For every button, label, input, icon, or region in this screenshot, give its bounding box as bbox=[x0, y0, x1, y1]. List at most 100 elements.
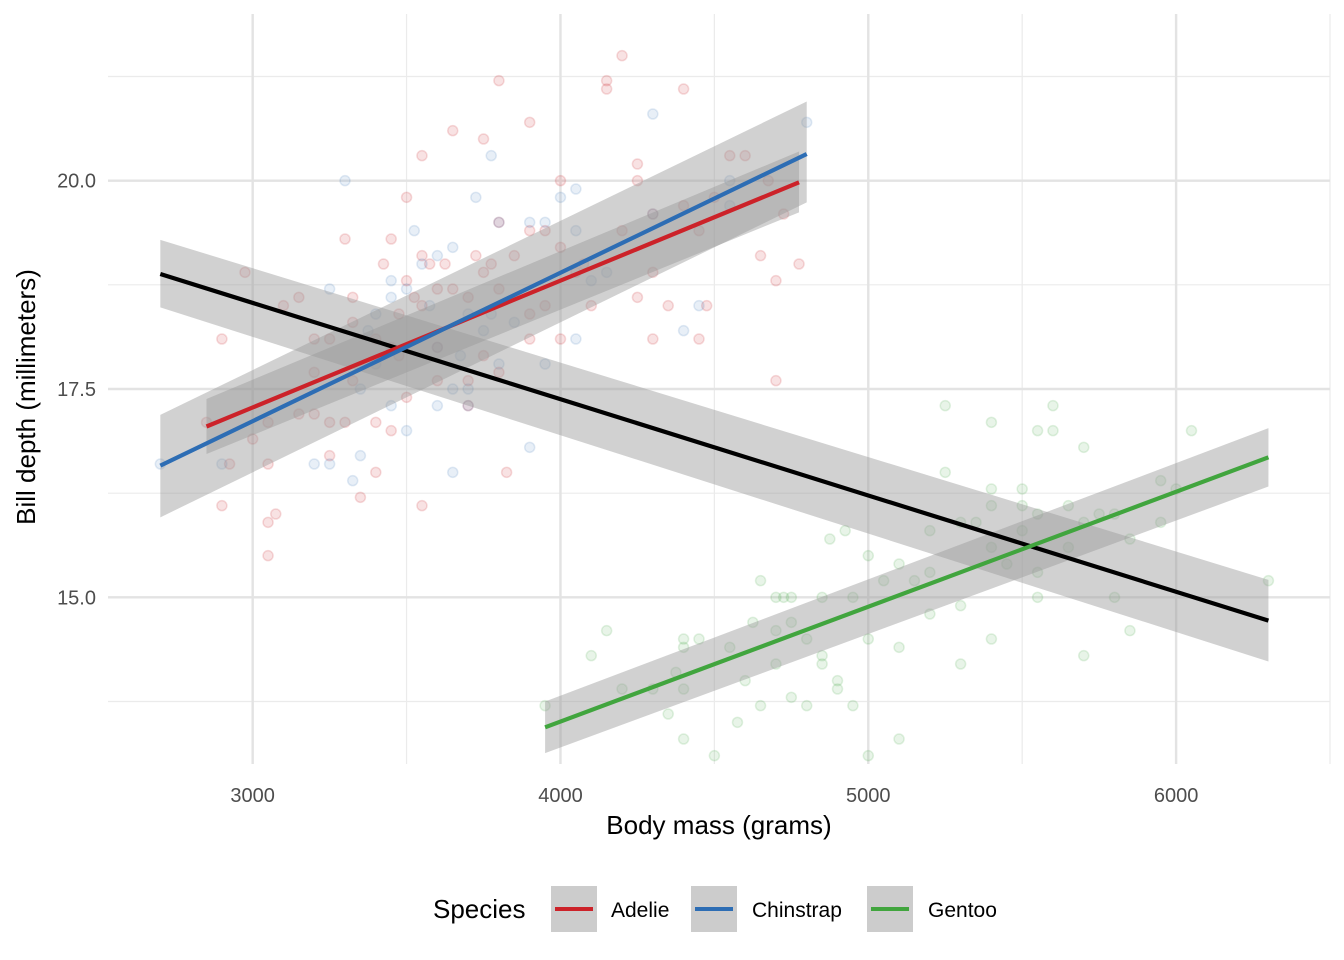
point-chinstrap bbox=[600, 266, 613, 279]
point-chinstrap bbox=[446, 383, 459, 395]
point-chinstrap bbox=[647, 208, 659, 220]
point-adelie bbox=[616, 49, 628, 62]
point-gentoo bbox=[539, 699, 551, 712]
point-adelie bbox=[408, 291, 421, 304]
point-adelie bbox=[346, 316, 359, 329]
point-chinstrap bbox=[400, 283, 413, 295]
legend-item-adelie: Adelie bbox=[551, 886, 669, 932]
point-gentoo bbox=[785, 691, 798, 704]
point-chinstrap bbox=[462, 399, 474, 412]
point-adelie bbox=[216, 499, 228, 512]
point-chinstrap bbox=[647, 108, 659, 120]
point-gentoo bbox=[1016, 483, 1028, 495]
point-adelie bbox=[793, 258, 805, 270]
point-gentoo bbox=[1031, 591, 1044, 604]
point-adelie bbox=[270, 508, 282, 520]
point-gentoo bbox=[824, 533, 836, 545]
legend-label-adelie: Adelie bbox=[611, 899, 669, 922]
point-gentoo bbox=[777, 591, 790, 604]
point-gentoo bbox=[1001, 558, 1013, 570]
point-chinstrap bbox=[216, 458, 228, 470]
point-chinstrap bbox=[431, 249, 444, 262]
point-chinstrap bbox=[446, 466, 459, 479]
point-adelie bbox=[416, 299, 428, 312]
point-adelie bbox=[462, 291, 474, 304]
fit-lines-layer bbox=[159, 152, 1270, 730]
point-gentoo bbox=[939, 399, 951, 412]
point-chinstrap bbox=[339, 174, 351, 187]
point-adelie bbox=[370, 416, 382, 429]
point-adelie bbox=[308, 366, 320, 379]
point-gentoo bbox=[1078, 441, 1090, 454]
point-chinstrap bbox=[570, 333, 582, 345]
point-adelie bbox=[647, 266, 659, 279]
point-adelie bbox=[554, 174, 567, 187]
point-gentoo bbox=[1062, 499, 1075, 512]
point-gentoo bbox=[831, 683, 844, 695]
point-gentoo bbox=[785, 591, 798, 604]
point-gentoo bbox=[754, 574, 767, 587]
point-gentoo bbox=[1154, 516, 1167, 529]
point-adelie bbox=[770, 274, 782, 287]
point-gentoo bbox=[985, 416, 998, 429]
point-adelie bbox=[323, 449, 336, 462]
point-gentoo bbox=[677, 633, 690, 645]
point-adelie bbox=[647, 208, 659, 220]
point-adelie bbox=[662, 299, 674, 312]
point-chinstrap bbox=[346, 474, 359, 487]
point-adelie bbox=[616, 224, 628, 237]
point-adelie bbox=[523, 224, 536, 237]
x-axis-tick-labels: 3000 4000 5000 6000 bbox=[230, 785, 1198, 807]
point-gentoo bbox=[708, 749, 721, 762]
point-adelie bbox=[523, 333, 536, 345]
y-axis-title: Bill depth (millimeters) bbox=[11, 269, 41, 525]
point-adelie bbox=[423, 258, 436, 270]
point-adelie bbox=[523, 116, 536, 129]
point-chinstrap bbox=[431, 341, 444, 354]
point-gentoo bbox=[585, 649, 598, 662]
point-chinstrap bbox=[431, 399, 444, 412]
point-gentoo bbox=[800, 699, 813, 712]
point-gentoo bbox=[1185, 424, 1198, 437]
point-adelie bbox=[246, 433, 259, 445]
point-gentoo bbox=[1047, 424, 1059, 437]
point-adelie bbox=[500, 466, 513, 479]
point-adelie bbox=[523, 308, 536, 320]
point-adelie bbox=[416, 249, 428, 262]
point-chinstrap bbox=[485, 149, 497, 162]
point-chinstrap bbox=[724, 174, 736, 187]
point-chinstrap bbox=[462, 383, 474, 395]
point-adelie bbox=[439, 258, 451, 270]
point-chinstrap bbox=[408, 224, 421, 237]
point-adelie bbox=[485, 258, 497, 270]
legend-label-chinstrap: Chinstrap bbox=[752, 899, 842, 922]
point-gentoo bbox=[847, 699, 859, 712]
point-chinstrap bbox=[385, 274, 397, 287]
point-chinstrap bbox=[693, 299, 705, 312]
point-adelie bbox=[385, 424, 397, 437]
point-adelie bbox=[370, 466, 382, 479]
point-adelie bbox=[470, 249, 482, 262]
point-chinstrap bbox=[523, 441, 536, 454]
point-adelie bbox=[724, 149, 736, 162]
point-adelie bbox=[400, 191, 413, 204]
point-gentoo bbox=[600, 624, 613, 637]
legend-item-gentoo: Gentoo bbox=[867, 886, 997, 932]
point-adelie bbox=[385, 233, 397, 245]
point-chinstrap bbox=[400, 424, 413, 437]
point-gentoo bbox=[1031, 566, 1044, 579]
point-gentoo bbox=[1016, 524, 1028, 537]
fit-line-chinstrap bbox=[159, 152, 808, 468]
y-tick-label: 17.5 bbox=[57, 379, 96, 401]
point-adelie bbox=[446, 283, 459, 295]
point-adelie bbox=[508, 249, 521, 262]
point-adelie bbox=[700, 299, 713, 312]
point-adelie bbox=[216, 333, 228, 345]
point-chinstrap bbox=[470, 191, 482, 204]
point-adelie bbox=[493, 366, 505, 379]
point-chinstrap bbox=[416, 258, 428, 270]
point-adelie bbox=[754, 249, 767, 262]
point-adelie bbox=[585, 299, 598, 312]
point-chinstrap bbox=[454, 349, 467, 362]
point-chinstrap bbox=[493, 358, 505, 370]
